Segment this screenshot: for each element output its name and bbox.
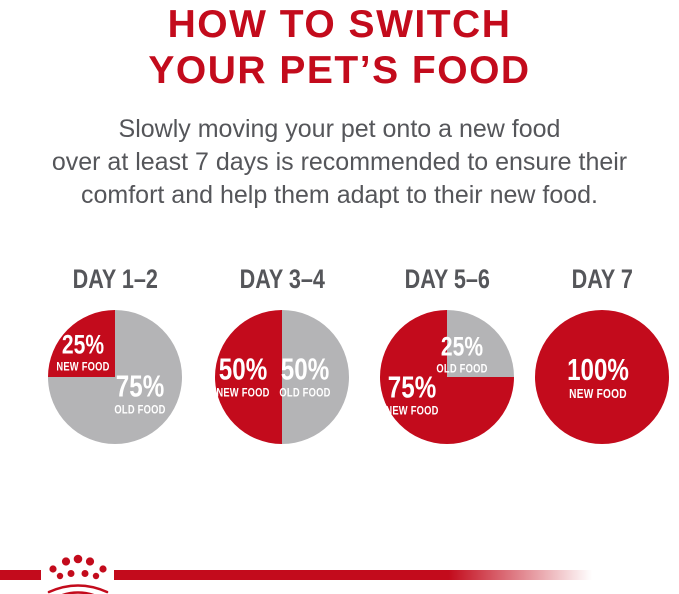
intro-line-2: over at least 7 days is recommended to e… — [51, 148, 628, 176]
old-food-caption: OLD FOOD — [114, 402, 166, 417]
intro-text: Slowly moving your pet onto a new food o… — [0, 113, 679, 212]
old-food-slice-label: 25% OLD FOOD — [436, 331, 488, 376]
old-food-percentage: 50% — [280, 351, 330, 387]
new-food-slice-label: 50% NEW FOOD — [216, 354, 269, 399]
day-3-4-column: DAY 3–4 50% NEW FOOD 50% OLD FOOD — [207, 264, 357, 444]
pie-chart-day-3-4: 50% NEW FOOD 50% OLD FOOD — [215, 310, 349, 444]
new-food-slice-label: 75% NEW FOOD — [385, 372, 438, 417]
new-food-percentage: 75% — [387, 369, 437, 405]
title-line-2: YOUR PET’S FOOD — [148, 49, 531, 92]
page-title: HOW TO SWITCH YOUR PET’S FOOD — [0, 2, 679, 94]
royal-canin-crown-icon — [47, 554, 109, 594]
old-food-percentage: 75% — [115, 368, 165, 404]
new-food-slice-label: 100% NEW FOOD — [567, 354, 629, 400]
new-food-slice-label: 25% NEW FOOD — [56, 329, 110, 374]
new-food-caption: NEW FOOD — [569, 386, 627, 401]
old-food-percentage: 25% — [440, 331, 484, 362]
day-7-heading: DAY 7 — [527, 264, 677, 294]
day-1-2-column: DAY 1–2 25% NEW FOOD 75% OLD FOOD — [40, 264, 190, 444]
new-food-caption: NEW FOOD — [385, 403, 439, 418]
old-food-slice-label: 50% OLD FOOD — [279, 354, 330, 399]
intro-line-1: Slowly moving your pet onto a new food — [118, 115, 561, 143]
title-line-1: HOW TO SWITCH — [167, 3, 512, 46]
footer-stripe-right — [114, 570, 592, 580]
pie-chart-day-1-2: 25% NEW FOOD 75% OLD FOOD — [48, 310, 182, 444]
old-food-caption: OLD FOOD — [436, 361, 488, 376]
new-food-caption: NEW FOOD — [216, 385, 270, 400]
day-7-heading-text: DAY 7 — [571, 264, 633, 294]
footer-stripe-left — [0, 570, 41, 580]
new-food-percentage: 100% — [567, 352, 629, 387]
day-5-6-heading-text: DAY 5–6 — [404, 264, 490, 294]
day-1-2-heading: DAY 1–2 — [40, 264, 190, 294]
day-5-6-heading: DAY 5–6 — [372, 264, 522, 294]
day-3-4-heading-text: DAY 3–4 — [239, 264, 325, 294]
pie-chart-day-5-6: 25% OLD FOOD 75% NEW FOOD — [380, 310, 514, 444]
day-3-4-heading: DAY 3–4 — [207, 264, 357, 294]
intro-line-3: comfort and help them adapt to their new… — [81, 181, 598, 209]
pie-chart-day-7: 100% NEW FOOD — [535, 310, 669, 444]
old-food-caption: OLD FOOD — [279, 385, 331, 400]
old-food-slice-label: 75% OLD FOOD — [114, 371, 165, 416]
new-food-percentage: 50% — [218, 351, 268, 387]
day-5-6-column: DAY 5–6 25% OLD FOOD 75% NEW FOOD — [372, 264, 522, 444]
new-food-percentage: 25% — [61, 329, 105, 360]
day-7-column: DAY 7 100% NEW FOOD — [527, 264, 677, 444]
day-1-2-heading-text: DAY 1–2 — [72, 264, 158, 294]
new-food-caption: NEW FOOD — [56, 359, 110, 374]
